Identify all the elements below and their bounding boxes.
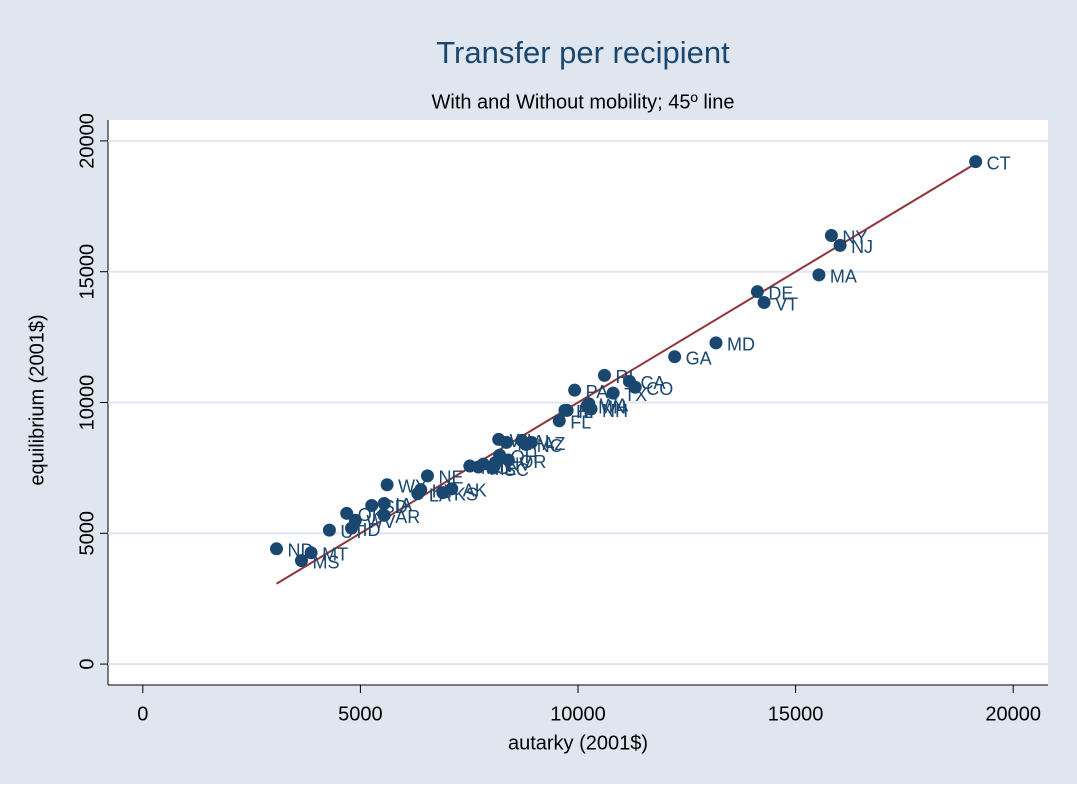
y-tick-label: 20000 xyxy=(76,113,98,169)
x-tick-label: 15000 xyxy=(768,703,824,725)
x-tick-label: 5000 xyxy=(338,703,383,725)
point xyxy=(414,483,428,497)
point-label: NE xyxy=(438,468,463,488)
x-axis-label: autarky (2001$) xyxy=(508,732,648,754)
point xyxy=(294,554,308,568)
y-tick-label: 5000 xyxy=(76,511,98,556)
point-label: AZ xyxy=(542,434,565,454)
point-label: DE xyxy=(768,283,793,303)
point xyxy=(558,403,572,417)
point-label: CA xyxy=(640,373,665,393)
y-tick-label: 0 xyxy=(76,659,98,670)
point-label: OK xyxy=(358,505,384,525)
point xyxy=(304,546,318,560)
point-label: AK xyxy=(463,481,487,501)
x-tick-label: 0 xyxy=(137,703,148,725)
point-label: NJ xyxy=(851,237,873,257)
point-label: NH xyxy=(602,401,628,421)
point-label: MT xyxy=(322,544,348,564)
point xyxy=(488,456,502,470)
point xyxy=(757,296,771,310)
point xyxy=(380,478,394,492)
point xyxy=(824,229,838,243)
point-label: KS xyxy=(454,484,478,504)
point xyxy=(969,155,983,169)
point xyxy=(365,498,379,512)
point-label: MS xyxy=(312,552,339,572)
point xyxy=(582,397,596,411)
x-tick-label: 20000 xyxy=(985,703,1041,725)
y-tick-label: 10000 xyxy=(76,375,98,431)
point-label: MN xyxy=(598,398,626,418)
point xyxy=(833,238,847,252)
point-label: FL xyxy=(570,412,591,432)
point xyxy=(340,506,354,520)
point xyxy=(348,513,362,527)
point-label: ID xyxy=(363,520,381,540)
point xyxy=(270,542,284,556)
point-label: NY xyxy=(842,227,867,247)
point xyxy=(628,380,642,394)
point xyxy=(597,368,611,382)
point xyxy=(606,386,620,400)
point xyxy=(322,523,336,537)
reference-line xyxy=(275,162,977,585)
point-label: CT xyxy=(987,153,1011,173)
point xyxy=(501,453,515,467)
point-label: OR xyxy=(519,452,546,472)
point-label: MA xyxy=(830,267,857,287)
point xyxy=(552,414,566,428)
chart-subtitle: With and Without mobility; 45º line xyxy=(432,91,735,113)
point-label: AL xyxy=(533,432,555,452)
point xyxy=(709,336,723,350)
point-label: MD xyxy=(727,335,755,355)
point xyxy=(568,383,582,397)
point xyxy=(750,285,764,299)
point xyxy=(377,496,391,510)
point xyxy=(668,350,682,364)
x-tick-label: 10000 xyxy=(550,703,606,725)
point-label: PA xyxy=(586,382,609,402)
point xyxy=(492,432,506,446)
y-axis-label: equilibrium (2001$) xyxy=(26,314,48,485)
point xyxy=(519,437,533,451)
point-label: CO xyxy=(646,379,673,399)
point xyxy=(420,469,434,483)
point-label: OH xyxy=(511,447,538,467)
chart-title: Transfer per recipient xyxy=(436,35,730,70)
point-label: IA xyxy=(395,495,412,515)
point-label: WA xyxy=(600,396,628,416)
point xyxy=(445,482,459,496)
y-tick-label: 15000 xyxy=(76,244,98,300)
point xyxy=(377,508,391,522)
point-label: NC xyxy=(537,436,563,456)
point-label: VT xyxy=(775,294,798,314)
point-label: NV xyxy=(506,454,531,474)
point-label: AR xyxy=(395,507,420,527)
point xyxy=(812,268,826,282)
point-label: GA xyxy=(686,348,712,368)
